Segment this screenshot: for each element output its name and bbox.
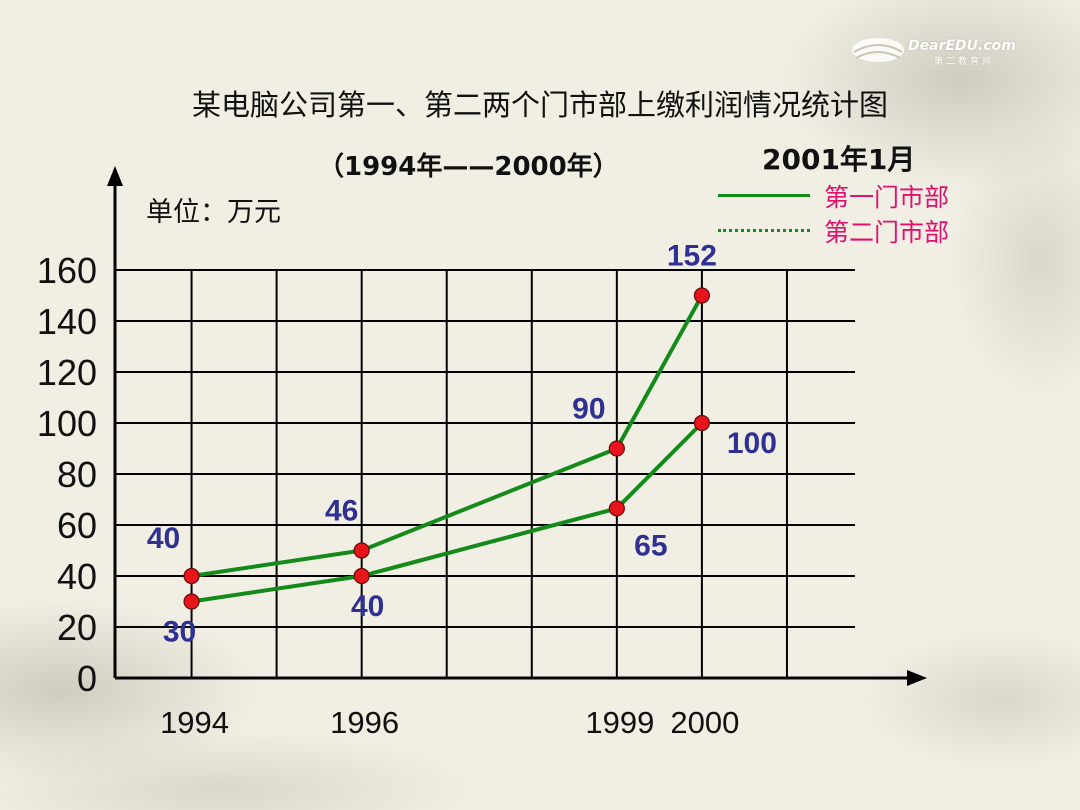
- data-label-s1: 152: [667, 240, 717, 273]
- legend-swatch-dotted: [718, 229, 810, 232]
- data-label-s2: 30: [163, 616, 196, 649]
- series-line-1: [191, 294, 704, 578]
- y-tick-label: 100: [37, 403, 97, 444]
- legend-label-store2: 第二门市部: [824, 218, 950, 247]
- watermark-brand: DearEDU.com: [908, 38, 1016, 54]
- data-point-s1: [608, 440, 625, 457]
- unit-label: 单位：万元: [146, 197, 281, 228]
- data-point-s1: [183, 567, 200, 585]
- data-label-s2: 40: [351, 590, 384, 623]
- x-tick-label: 1999: [585, 705, 654, 740]
- chart-date: 2001年1月: [762, 143, 916, 176]
- x-tick-label: 2000: [670, 705, 739, 740]
- watermark-subtext: 第二教育网: [934, 57, 995, 67]
- data-point-s1: [353, 542, 370, 559]
- y-tick-label: 80: [57, 454, 97, 495]
- data-label-s1: 46: [325, 495, 358, 528]
- watermark-logo: DearEDU.com 第二教育网: [848, 32, 1048, 72]
- grid-layer: [115, 269, 855, 678]
- data-label-s2: 65: [634, 529, 667, 562]
- data-label-s2: 100: [727, 427, 777, 460]
- y-tick-label: 20: [57, 607, 97, 648]
- chart-title: 某电脑公司第一、第二两个门市部上缴利润情况统计图: [191, 88, 888, 122]
- x-axis-arrow: [907, 670, 927, 686]
- data-point-s2: [693, 414, 710, 432]
- y-tick-label: 160: [37, 250, 97, 291]
- series-line-2: [191, 421, 704, 604]
- tick-layer: 0 20 40 60 80 100 120 140 160 1994 1996 1999 2000: [37, 250, 739, 740]
- y-axis-arrow: [107, 166, 123, 186]
- x-tick-label: 1994: [160, 705, 229, 740]
- legend-swatch-solid: [718, 194, 810, 197]
- y-tick-label: 0: [77, 658, 97, 699]
- data-label-s1: 40: [147, 522, 180, 555]
- series-layer: [183, 287, 710, 610]
- label-layer: 40 46 90 152 30 40 65 100: [147, 240, 777, 649]
- y-tick-label: 120: [37, 352, 97, 393]
- y-tick-label: 60: [57, 505, 97, 546]
- data-label-s1: 90: [572, 393, 605, 426]
- data-point-s2: [183, 593, 200, 610]
- y-tick-label: 40: [57, 556, 97, 597]
- legend-label-store1: 第一门市部: [824, 183, 950, 212]
- x-tick-label: 1996: [330, 705, 399, 740]
- axis-layer: [107, 166, 927, 686]
- chart-subtitle: （1994年——2000年）: [318, 152, 619, 182]
- data-point-s2: [608, 500, 625, 517]
- data-point-s1: [693, 287, 710, 304]
- data-point-s2: [353, 567, 370, 585]
- y-tick-label: 140: [37, 301, 97, 342]
- wave-logo-icon: [852, 38, 904, 62]
